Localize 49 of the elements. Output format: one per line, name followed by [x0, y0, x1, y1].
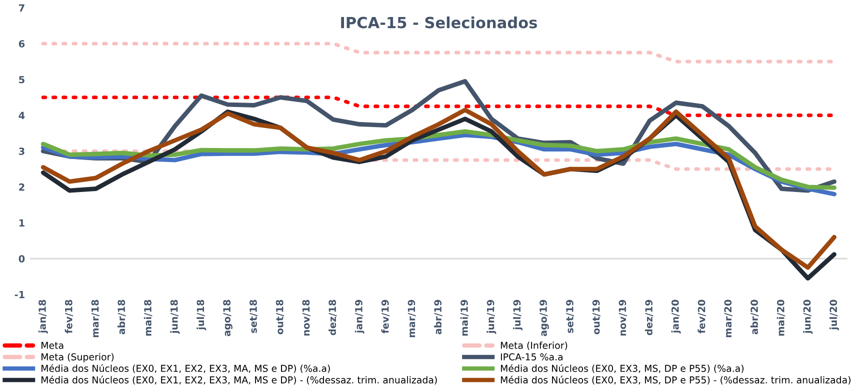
x-tick-label: out/19	[592, 300, 601, 334]
x-tick-label: jan/19	[354, 300, 364, 334]
x-tick-label: abr/20	[750, 300, 759, 334]
legend-label: Meta (Inferior)	[500, 342, 568, 350]
x-tick-label: jun/20	[803, 300, 813, 334]
x-tick-label: dez/18	[328, 300, 337, 336]
x-tick-label: nov/19	[618, 300, 627, 336]
x-tick-label: mar/18	[91, 300, 100, 338]
y-tick-label: 5	[19, 76, 24, 84]
x-tick-label: jul/20	[830, 300, 839, 330]
legend-label: Média dos Núcleos (EX0, EX3, MS, DP e P55) (%a.a)	[500, 364, 744, 374]
x-tick-label: mai/19	[460, 300, 469, 336]
x-tick-label: abr/19	[434, 300, 442, 334]
x-tick-label: jul/18	[196, 300, 206, 330]
x-tick-label: jan/20	[671, 300, 681, 334]
y-tick-label: 2	[19, 183, 24, 191]
x-tick-label: jul/19	[513, 300, 523, 330]
legend-label: Média dos Núcleos (EX0, EX1, EX2, EX3, MA, MS e DP) (%a.a)	[42, 364, 330, 374]
legend-label: IPCA-15 %a.a	[500, 353, 562, 360]
x-tick-label: out/18	[276, 300, 284, 334]
y-tick-label: 6	[18, 40, 25, 48]
x-tick-label: nov/18	[302, 300, 310, 336]
x-tick-label: ago/18	[223, 300, 232, 336]
chart-title: IPCA-15 - Selecionados	[341, 16, 537, 28]
x-tick-label: set/18	[250, 300, 258, 333]
y-tick-label: 4	[18, 112, 25, 119]
x-tick-label: fev/18	[64, 300, 74, 334]
y-tick-label: 0	[18, 255, 25, 262]
legend-label: Média dos Núcleos (EX0, EX1, EX2, EX3, MA, MS e DP) - (%dessaz. trim. anualizada)	[42, 376, 437, 385]
x-tick-label: jan/18	[38, 300, 48, 334]
y-tick-label: 7	[18, 4, 24, 12]
y-tick-label: 3	[18, 148, 24, 155]
x-tick-label: abr/18	[118, 300, 126, 334]
x-tick-label: fev/20	[698, 300, 706, 334]
x-tick-label: mai/20	[776, 300, 786, 336]
x-tick-label: mar/20	[724, 300, 732, 338]
legend-label: Meta (Superior)	[42, 353, 114, 362]
x-tick-label: jun/18	[170, 300, 180, 334]
y-tick-label: -1	[14, 291, 24, 298]
x-tick-label: mai/18	[144, 300, 152, 336]
x-tick-label: jun/19	[486, 300, 496, 334]
x-tick-label: ago/19	[540, 300, 549, 336]
x-tick-label: fev/19	[381, 300, 390, 334]
y-tick-label: 1	[19, 219, 24, 226]
x-tick-label: set/19	[566, 300, 574, 333]
legend-label: Meta	[42, 342, 64, 349]
x-tick-label: dez/19	[644, 300, 654, 336]
legend-label: Média dos Núcleos (EX0, EX3, MS, DP e P55) - (%dessaz. trim. anualizada)	[500, 376, 850, 385]
x-tick-label: mar/19	[408, 300, 416, 338]
